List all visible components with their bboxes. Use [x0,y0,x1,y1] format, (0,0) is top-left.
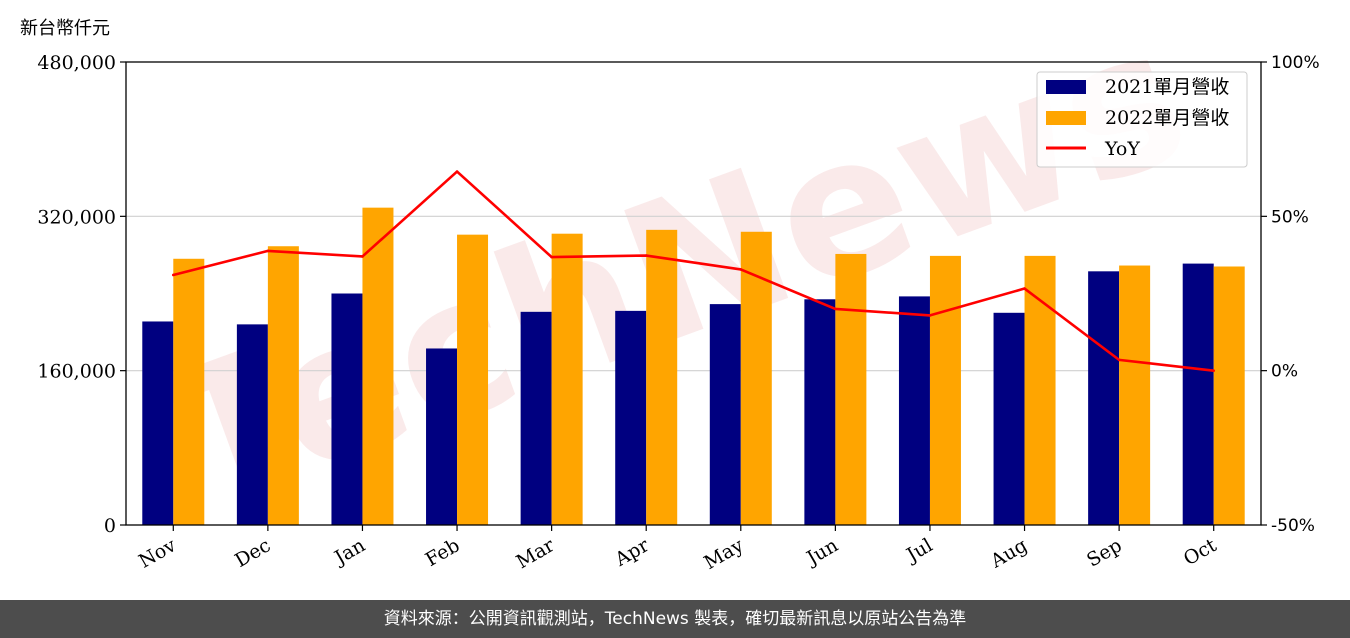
bar-2022-apr [646,229,678,525]
x-tick-label: Jul [901,534,936,567]
bar-2021-jul [898,296,930,525]
yoy-point-nov [171,273,175,277]
bar-2022-dec [267,246,299,525]
bar-2021-nov [142,321,174,525]
legend-swatch-2022 [1046,111,1086,125]
left-tick-label: 0 [104,515,116,537]
bar-2022-jun [835,253,867,525]
yoy-point-feb [455,170,459,173]
yoy-point-oct [1212,369,1216,372]
yoy-point-jan [361,255,364,258]
right-axis: -50% 0% 50% 100% [1261,53,1320,536]
bar-2021-jan [331,293,363,525]
yoy-line [172,170,1214,372]
left-tick-label: 160,000 [37,361,116,383]
legend-swatch-2021 [1046,80,1086,94]
x-tick-label: Aug [986,534,1031,573]
bar-2022-jul [929,255,961,525]
yoy-point-apr [644,254,648,257]
bar-2021-dec [236,324,268,525]
bar-2022-mar [551,233,583,525]
bar-2021-jun [804,299,836,525]
legend: 2021單月營收 2022單月營收 YoY [1036,71,1248,168]
bar-2021-apr [615,310,647,525]
x-tick-label: Oct [1180,534,1221,570]
x-tick-label: May [700,534,747,574]
yoy-point-aug [1023,287,1026,290]
bar-2021-sep [1088,271,1120,525]
x-tick-label: Mar [513,534,559,573]
bar-2022-sep [1119,265,1151,525]
yoy-point-mar [550,255,553,259]
source-footer: 資料來源：公開資訊觀測站，TechNews 製表，確切最新訊息以原站公告為準 [0,600,1350,638]
legend-label-2022: 2022單月營收 [1105,107,1229,129]
bar-2021-may [709,304,741,525]
left-tick-label: 480,000 [37,52,116,74]
x-tick-label: Jun [801,534,842,570]
right-tick-label: -50% [1271,516,1315,536]
bars [142,207,1245,526]
bar-2021-mar [520,311,552,525]
bar-2022-jan [362,207,394,525]
plot-frame [125,61,1262,526]
legend-label-yoy: YoY [1104,138,1140,160]
bar-2022-oct [1213,266,1245,525]
bar-2021-feb [426,348,458,525]
grid-lines [126,215,1261,372]
yoy-point-dec [266,249,270,253]
yoy-point-may [739,268,743,271]
bar-2022-feb [457,234,489,526]
yoy-point-sep [1117,358,1121,362]
right-tick-label: 100% [1271,53,1320,73]
source-text: 資料來源：公開資訊觀測站，TechNews 製表，確切最新訊息以原站公告為準 [383,609,967,629]
x-tick-label: Apr [611,534,654,571]
x-axis: Nov Dec Jan Feb Mar Apr May Jun Jul Aug Sep Oct [135,525,1221,574]
yoy-point-jul [928,314,932,317]
x-tick-label: Feb [422,534,464,571]
right-tick-label: 0% [1271,362,1298,382]
bar-2021-aug [993,312,1025,525]
x-tick-label: Sep [1083,534,1126,571]
x-tick-label: Jan [329,534,369,570]
legend-box [1036,71,1248,168]
x-tick-label: Nov [135,534,180,573]
bar-2022-aug [1024,255,1056,525]
yoy-point-jun [834,307,837,311]
left-tick-label: 320,000 [37,206,116,228]
right-tick-label: 50% [1271,207,1309,227]
bar-2021-oct [1182,263,1214,525]
yoy-line-group [171,170,1216,372]
left-axis: 0 160,000 320,000 480,000 [37,52,126,537]
legend-label-2021: 2021單月營收 [1105,76,1229,98]
bar-2022-nov [173,258,205,525]
y-unit-label: 新台幣仟元 [20,18,110,39]
